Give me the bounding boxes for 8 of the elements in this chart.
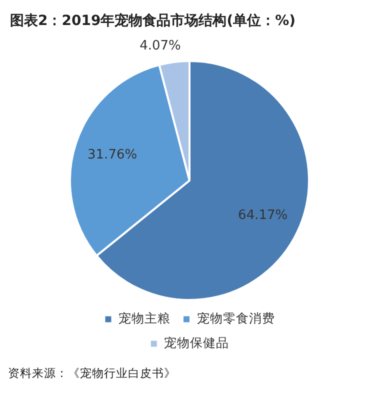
chart-title: 图表2：2019年宠物食品市场结构(单位：%)	[9, 12, 297, 29]
data-label: 4.07%	[140, 38, 181, 54]
text: 资料来源：《宠物行业白皮书》	[7, 365, 177, 381]
legend-label: 宠物零食消费	[196, 310, 275, 326]
legend-label: 宠物主粮	[118, 310, 170, 326]
data-label: 64.17%	[238, 208, 288, 223]
legend-label: 宠物保健品	[164, 335, 230, 350]
data-label: 31.76%	[88, 148, 138, 163]
